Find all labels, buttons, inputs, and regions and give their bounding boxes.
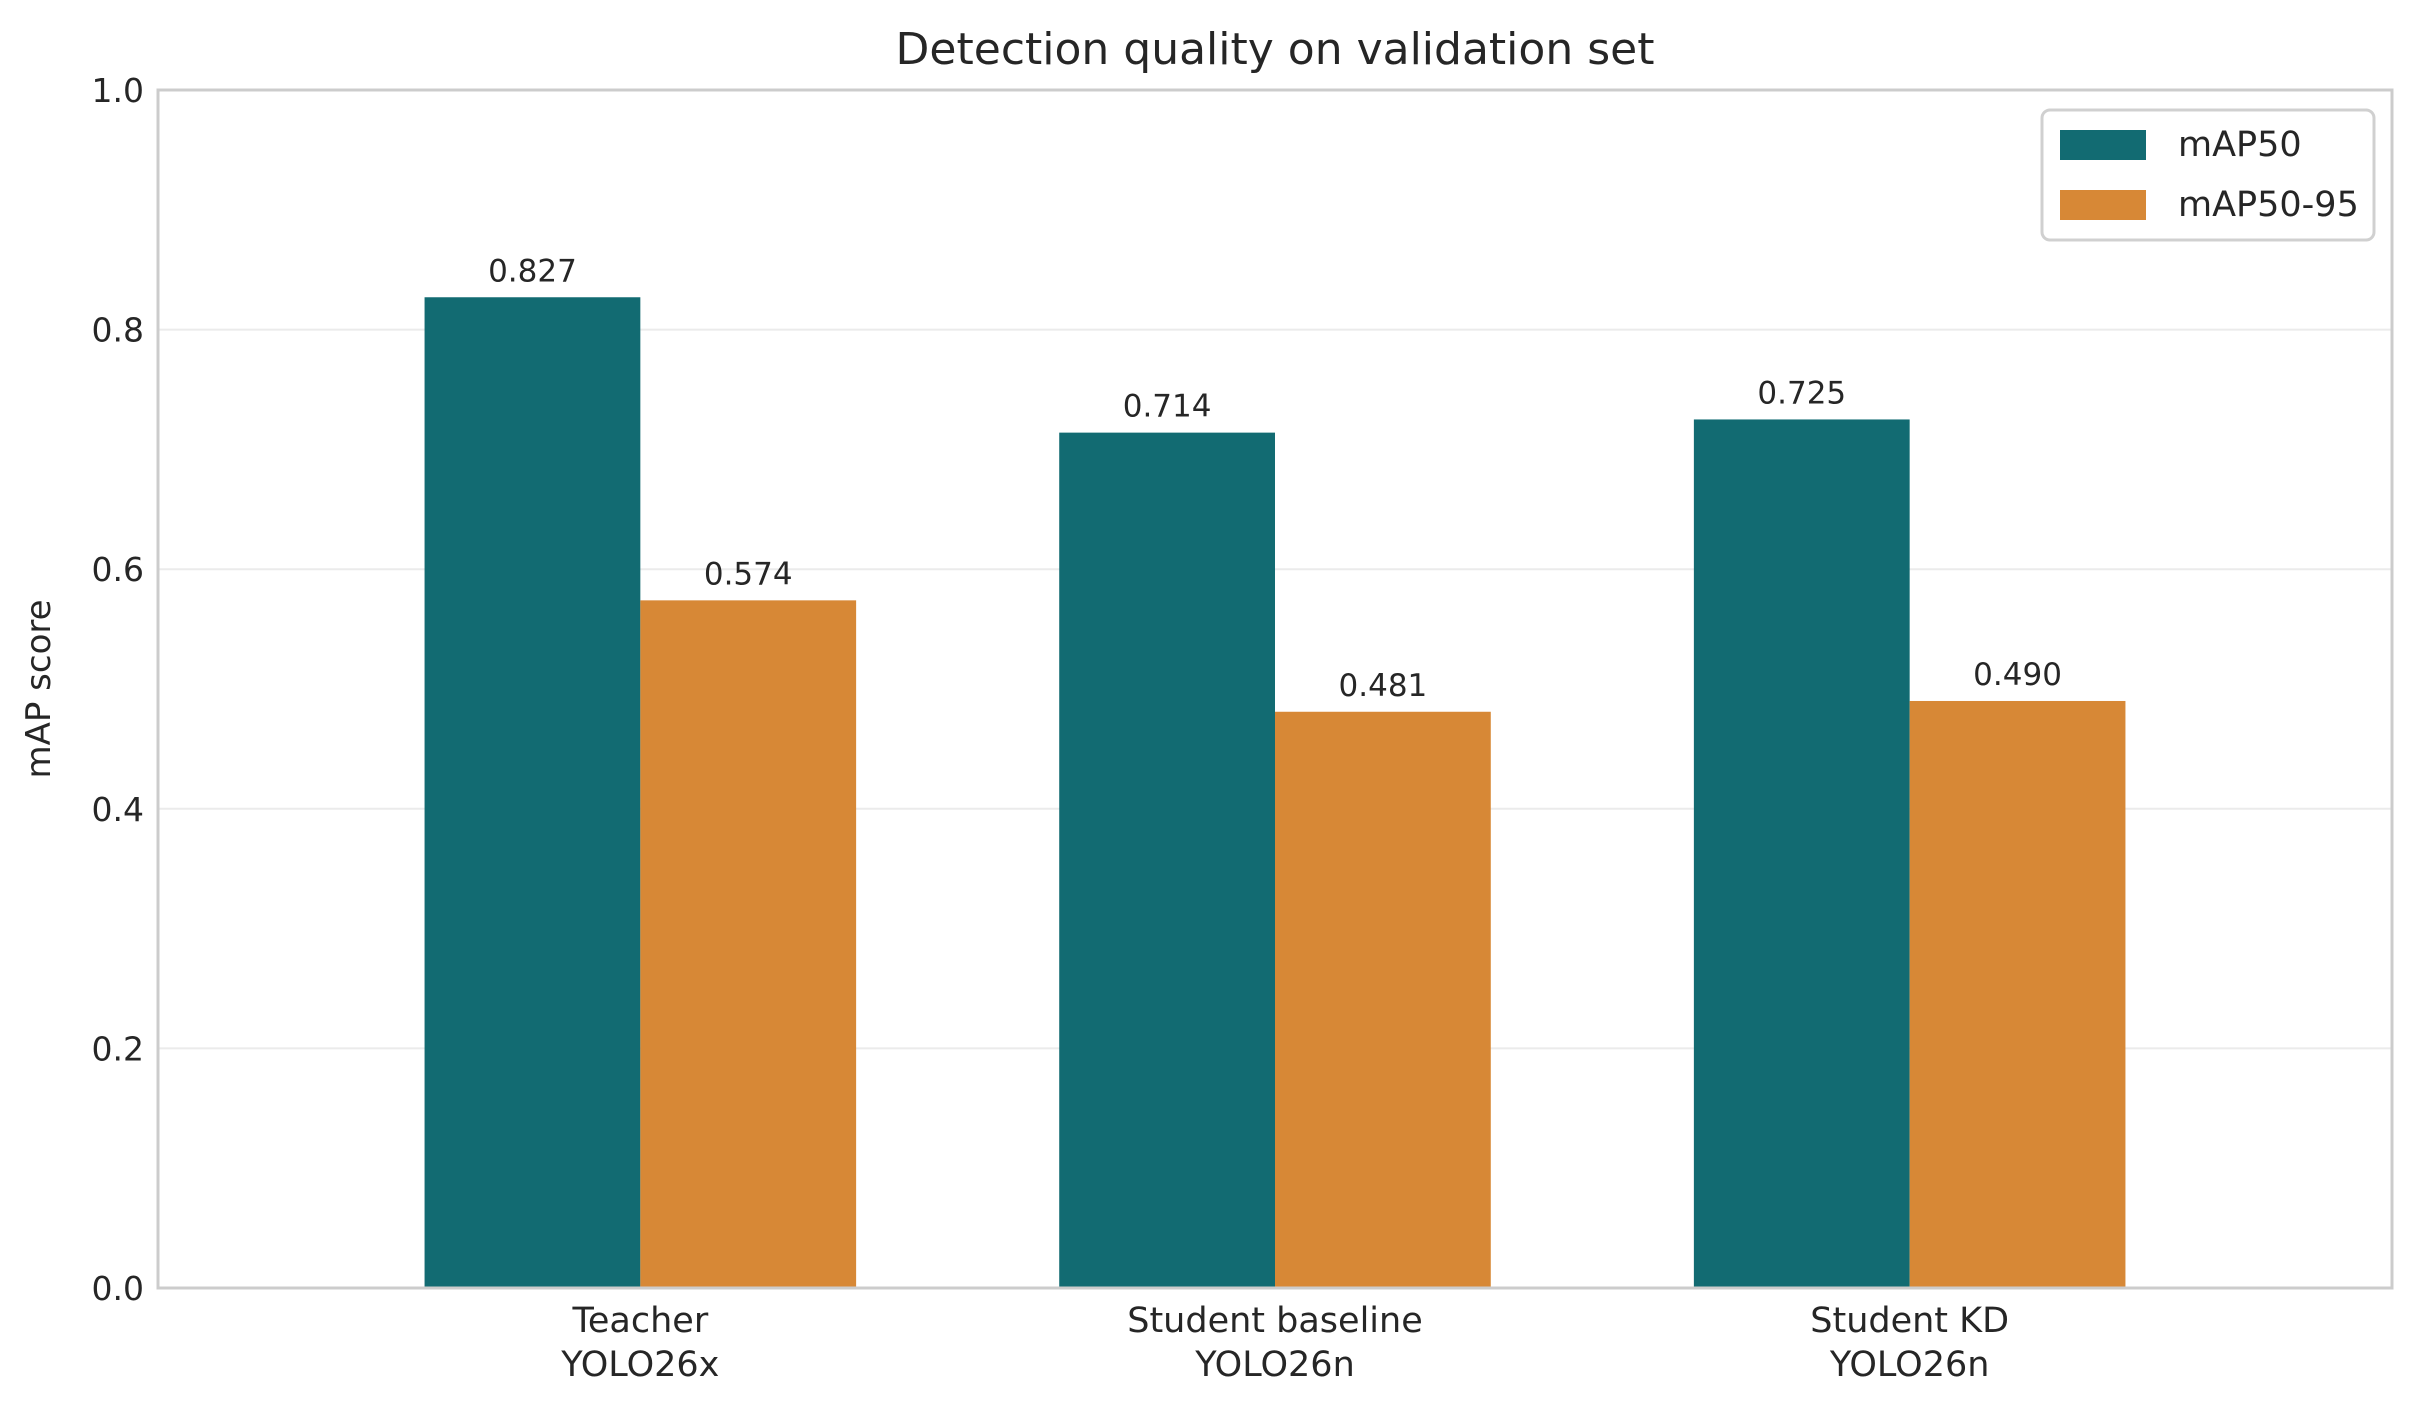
bar-map50-95: [640, 600, 857, 1288]
y-axis-label: mAP score: [19, 599, 59, 778]
bar-value-label: 0.481: [1339, 668, 1428, 704]
bar-value-label: 0.490: [1973, 657, 2062, 693]
bar-map50-95: [1275, 711, 1491, 1288]
y-tick-label: 0.4: [92, 790, 144, 829]
legend: mAP50 mAP50-95: [2040, 108, 2376, 242]
bar-value-label: 0.574: [704, 556, 793, 592]
x-tick-label: Student KD: [1810, 1301, 2009, 1341]
x-tick-label: Teacher: [571, 1301, 708, 1341]
bar-map50-95: [1909, 700, 2126, 1288]
bar-map50: [1693, 419, 1910, 1288]
chart-title: Detection quality on validation set: [896, 24, 1655, 75]
x-tick-label: Student baseline: [1127, 1301, 1423, 1341]
bar-map50: [1059, 432, 1275, 1288]
bar-value-label: 0.714: [1123, 389, 1212, 425]
bar-value-labels: 0.827 0.714 0.725 0.574 0.481 0.490: [488, 253, 2062, 704]
bar-value-label: 0.827: [488, 253, 577, 289]
y-tick-label: 0.0: [92, 1269, 144, 1308]
x-tick-label: YOLO26n: [1194, 1345, 1355, 1385]
legend-swatch: [2060, 130, 2146, 160]
y-tick-label: 0.2: [92, 1029, 144, 1068]
y-axis-ticks: 0.0 0.2 0.4 0.6 0.8 1.0: [92, 71, 144, 1308]
y-tick-label: 0.8: [92, 311, 144, 350]
y-tick-label: 0.6: [92, 550, 144, 589]
legend-swatch: [2060, 190, 2146, 220]
y-tick-label: 1.0: [92, 71, 144, 110]
bar-map50: [424, 297, 641, 1288]
legend-label: mAP50: [2178, 125, 2302, 165]
bar-value-label: 0.725: [1757, 375, 1846, 411]
bars: [424, 297, 2126, 1288]
legend-label: mAP50-95: [2178, 185, 2359, 225]
x-tick-label: YOLO26x: [560, 1345, 719, 1385]
plot-frame: [156, 88, 2394, 1290]
x-tick-label: YOLO26n: [1829, 1345, 1990, 1385]
